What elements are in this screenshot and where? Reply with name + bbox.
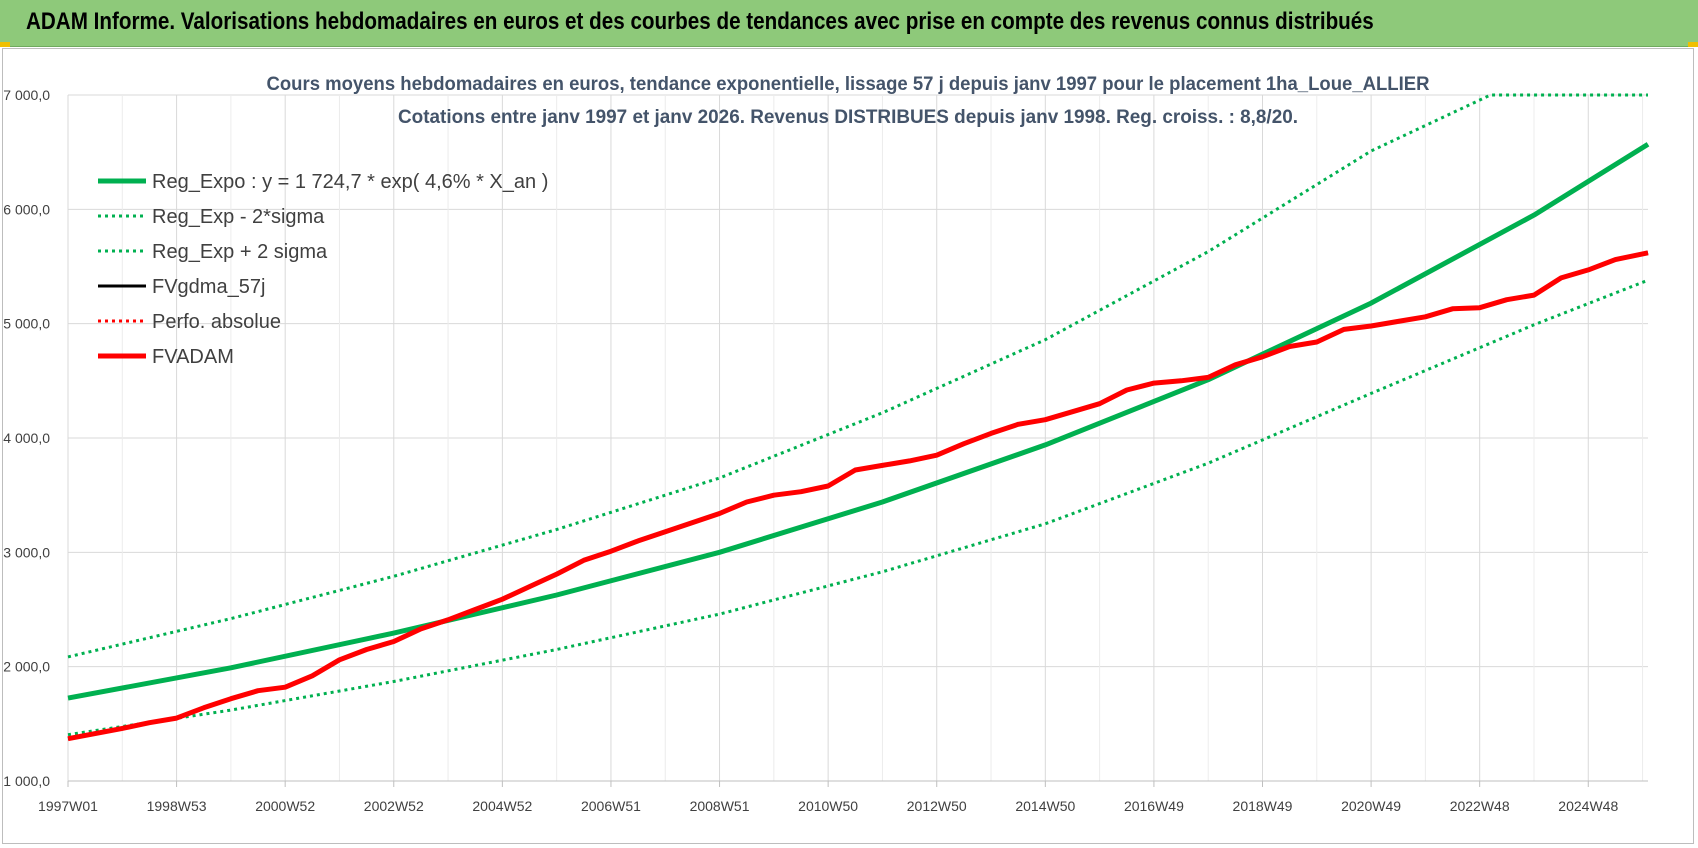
x-tick-label: 2002W52: [364, 798, 424, 814]
legend-label: Reg_Exp - 2*sigma: [152, 206, 325, 228]
y-axis-ticks: 1 000,0 2 000,0 3 000,0 4 000,0 5 000,0 6 000…: [3, 87, 50, 789]
chart-legend: Reg_Expo : y = 1 724,7 * exp( 4,6% * X_a…: [98, 171, 548, 368]
series-line-3: [67, 251, 1649, 741]
x-tick-label: 2010W50: [798, 798, 858, 814]
x-tick-label: 2006W51: [581, 798, 641, 814]
x-tick-label: 2012W50: [907, 798, 967, 814]
corner-marker-left: [0, 42, 10, 47]
series-line-1: [67, 278, 1649, 737]
y-tick-label: 7 000,0: [3, 87, 50, 103]
x-tick-label: 2000W52: [255, 798, 315, 814]
y-tick-label: 2 000,0: [3, 659, 50, 675]
y-tick-label: 6 000,0: [3, 201, 50, 217]
legend-label: FVgdma_57j: [152, 276, 265, 298]
x-tick-label: 1998W53: [147, 798, 207, 814]
chart-subtitle: Cotations entre janv 1997 et janv 2026. …: [398, 106, 1298, 128]
legend-label: Perfo. absolue: [152, 311, 281, 333]
y-tick-label: 1 000,0: [3, 773, 50, 789]
series-line-0: [67, 142, 1650, 701]
y-tick-label: 5 000,0: [3, 316, 50, 332]
x-axis-ticks: 1997W01 1998W53 2000W52 2002W52 2004W52 2006W…: [38, 781, 1618, 814]
y-tick-label: 4 000,0: [3, 430, 50, 446]
y-tick-label: 3 000,0: [3, 544, 50, 560]
series-line-2: [67, 93, 1648, 659]
x-tick-label: 1997W01: [38, 798, 98, 814]
x-tick-label: 2014W50: [1015, 798, 1075, 814]
x-tick-label: 2020W49: [1341, 798, 1401, 814]
legend-label: FVADAM: [152, 346, 234, 368]
chart-title: Cours moyens hebdomadaires en euros, ten…: [267, 73, 1430, 95]
x-tick-label: 2024W48: [1558, 798, 1618, 814]
banner-title: ADAM Informe. Valorisations hebdomadaire…: [26, 8, 1374, 35]
header-banner: ADAM Informe. Valorisations hebdomadaire…: [0, 0, 1698, 47]
legend-label: Reg_Expo : y = 1 724,7 * exp( 4,6% * X_a…: [152, 171, 548, 193]
x-tick-label: 2004W52: [472, 798, 532, 814]
x-tick-label: 2008W51: [690, 798, 750, 814]
corner-marker-right: [1688, 42, 1698, 47]
gridlines: [67, 94, 1648, 782]
series-lines: [67, 93, 1650, 742]
legend-label: Reg_Exp + 2 sigma: [152, 241, 328, 263]
x-tick-label: 2018W49: [1233, 798, 1293, 814]
x-tick-label: 2022W48: [1450, 798, 1510, 814]
chart-frame: [2, 48, 1694, 844]
x-tick-label: 2016W49: [1124, 798, 1184, 814]
series-line-5: [67, 250, 1649, 742]
